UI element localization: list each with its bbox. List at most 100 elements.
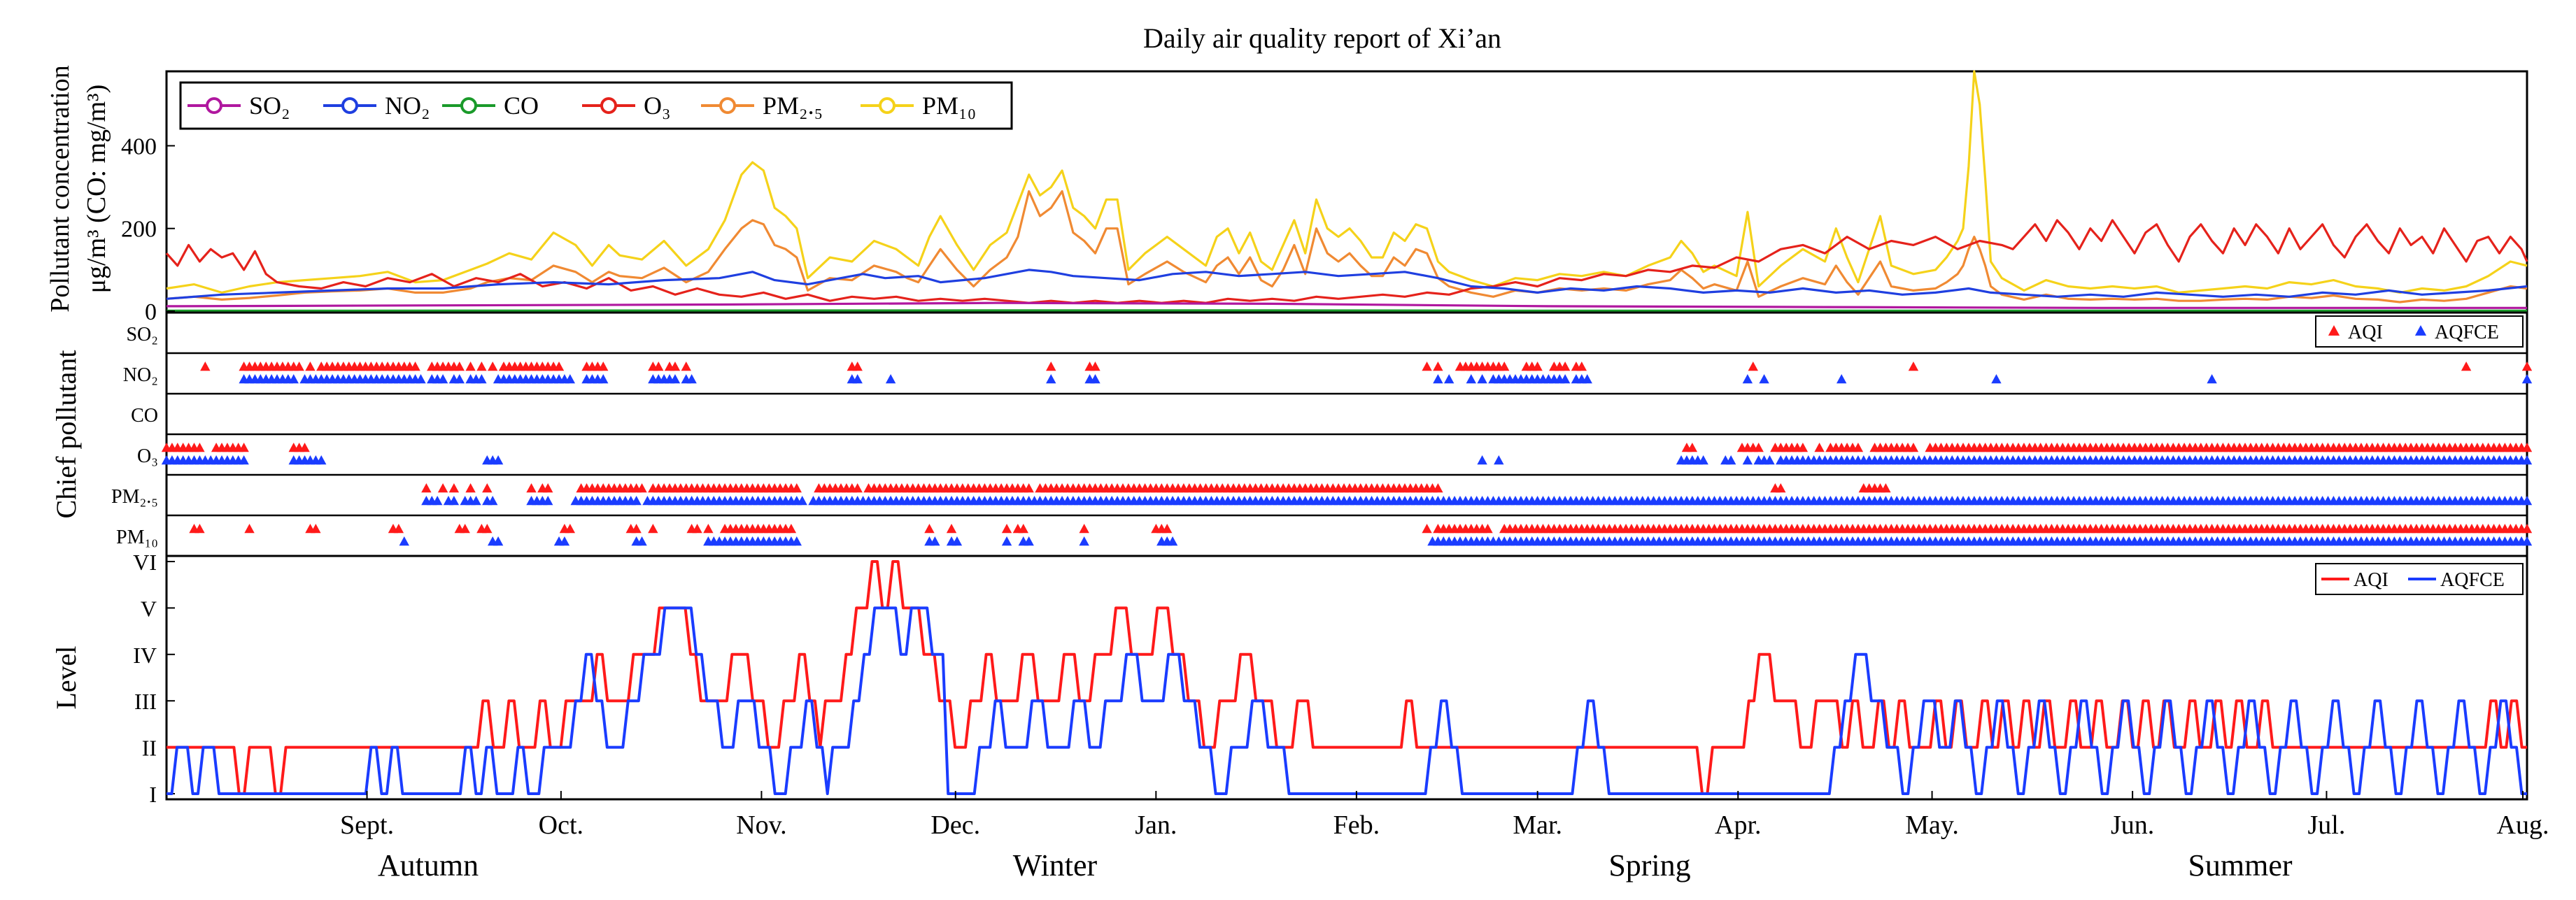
chief-marker-aqi: [1422, 362, 1432, 371]
chief-marker-aqfce: [852, 374, 863, 384]
legend-marker-pm10: [879, 97, 896, 114]
month-label-3: Dec.: [930, 810, 980, 840]
chief-marker-aqi: [454, 362, 465, 371]
chief-marker-aqfce: [1559, 374, 1571, 384]
chief-marker-aqfce: [791, 536, 802, 546]
chief-marker-aqi: [1559, 362, 1571, 371]
chief-marker-aqi: [393, 524, 404, 534]
chief-marker-aqi: [637, 483, 647, 493]
chief-marker-aqfce: [2521, 536, 2533, 546]
legend-label-co: CO: [504, 92, 539, 120]
chief-row-label-1: NO₂: [123, 364, 158, 386]
chief-marker-aqfce: [487, 496, 498, 506]
chief-marker-aqfce: [543, 496, 553, 506]
legend-label-pm25: PM₂.₅: [763, 92, 823, 120]
legend-label-o3: O₃: [644, 92, 671, 120]
chief-marker-aqi: [526, 483, 537, 493]
chief-axis-label: Chief pollutant: [50, 350, 82, 518]
chief-marker-aqfce: [1046, 374, 1056, 384]
chief-marker-aqi: [476, 362, 487, 371]
level-legend-label-aqfce: AQFCE: [2440, 569, 2505, 591]
chief-marker-aqi: [1776, 483, 1786, 493]
chief-marker-aqfce: [2521, 496, 2533, 506]
chief-marker-aqfce: [454, 374, 465, 384]
chief-marker-aqfce: [797, 496, 807, 506]
series-line-no2: [166, 269, 2528, 300]
month-label-10: Jul.: [2308, 810, 2346, 840]
chief-marker-aqfce: [1167, 536, 1178, 546]
chief-marker-aqi: [1433, 483, 1443, 493]
chart-title: Daily air quality report of Xi’an: [1143, 22, 1501, 54]
chief-marker-aqi: [1753, 443, 1764, 452]
chief-marker-aqfce: [1001, 536, 1012, 546]
level-plot-frame: [165, 555, 2528, 801]
level-tick-label-IV: IV: [133, 643, 157, 668]
chief-marker-aqi: [852, 362, 863, 371]
chief-marker-aqi: [1797, 443, 1809, 452]
chief-marker-aqi: [410, 362, 420, 371]
chief-marker-aqi: [1687, 443, 1698, 452]
chief-marker-aqfce: [885, 374, 896, 384]
chief-marker-aqfce: [399, 536, 409, 546]
chief-marker-aqi: [565, 524, 576, 534]
chief-marker-aqi: [1433, 362, 1443, 371]
level-tick-label-V: V: [141, 596, 157, 621]
chief-marker-aqi: [482, 524, 493, 534]
chief-marker-aqi: [1881, 483, 1891, 493]
chief-marker-aqi: [2521, 362, 2533, 371]
chief-marker-aqfce: [1991, 374, 2002, 384]
chief-marker-aqi: [239, 443, 249, 452]
chief-marker-aqi: [786, 524, 797, 534]
level-tick-label-III: III: [134, 689, 157, 714]
chief-marker-aqfce: [239, 455, 249, 465]
chief-marker-aqi: [1532, 362, 1543, 371]
legend-marker-o3: [600, 97, 617, 114]
chief-marker-aqfce: [1582, 374, 1592, 384]
month-label-7: Apr.: [1715, 810, 1762, 840]
month-label-4: Jan.: [1135, 810, 1177, 840]
y-tick-label-0: 0: [145, 299, 157, 325]
chief-marker-aqi: [294, 362, 304, 371]
chief-marker-aqfce: [448, 496, 460, 506]
chief-marker-aqi: [791, 483, 802, 493]
month-label-5: Feb.: [1333, 810, 1380, 840]
chief-marker-aqi: [681, 362, 691, 371]
chief-marker-aqfce: [1466, 374, 1476, 384]
chief-marker-aqi: [1499, 362, 1510, 371]
chief-marker-aqi: [1161, 524, 1173, 534]
chief-marker-aqi: [1024, 483, 1034, 493]
legend-label-so2: SO₂: [249, 92, 290, 120]
chief-marker-aqi: [487, 362, 498, 371]
chief-marker-aqfce: [559, 536, 570, 546]
month-label-11: Aug.: [2497, 810, 2549, 840]
season-label-spring: Spring: [1608, 848, 1690, 883]
chief-marker-aqfce: [1079, 536, 1089, 546]
chief-row-label-2: CO: [131, 405, 158, 427]
month-label-8: May.: [1905, 810, 1959, 840]
series-line-so2: [166, 301, 2527, 309]
month-label-2: Nov.: [736, 810, 786, 840]
month-label-9: Jun.: [2111, 810, 2154, 840]
chief-marker-aqfce: [2521, 455, 2533, 465]
level-legend-label-aqi: AQI: [2354, 569, 2389, 591]
level-axis-label: Level: [50, 645, 82, 709]
chief-marker-aqfce: [1759, 374, 1769, 384]
chief-marker-aqfce: [951, 536, 963, 546]
series-line-pm25: [166, 190, 2528, 303]
chief-marker-aqi: [703, 524, 714, 534]
chief-marker-aqi: [2521, 443, 2533, 452]
chief-marker-aqfce: [471, 496, 481, 506]
chief-marker-aqi: [200, 362, 211, 371]
season-label-autumn: Autumn: [378, 848, 479, 883]
chief-marker-aqfce: [631, 496, 642, 506]
chief-marker-aqi: [1079, 524, 1089, 534]
chief-marker-aqfce: [1477, 374, 1487, 384]
chief-marker-aqi: [448, 483, 460, 493]
level-line-aqfce: [167, 606, 2527, 795]
chief-marker-aqfce: [1836, 374, 1847, 384]
chief-marker-aqfce: [316, 455, 327, 465]
chief-marker-aqi: [465, 483, 476, 493]
chief-marker-aqi: [194, 524, 205, 534]
month-label-6: Mar.: [1513, 810, 1562, 840]
